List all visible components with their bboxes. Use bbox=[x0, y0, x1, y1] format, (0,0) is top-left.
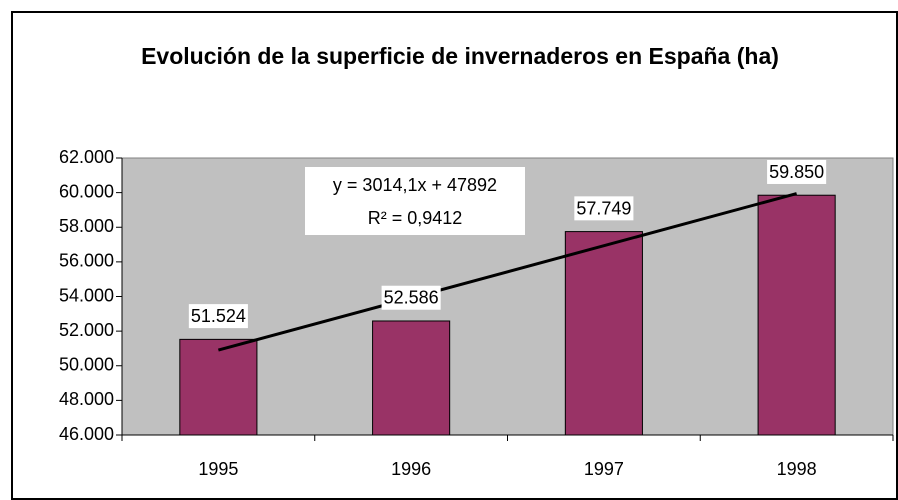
equation: y = 3014,1x + 47892 bbox=[333, 175, 497, 195]
value-label: 59.850 bbox=[769, 162, 824, 182]
y-tick-label: 62.000 bbox=[59, 147, 114, 167]
y-tick-label: 52.000 bbox=[59, 320, 114, 340]
bar bbox=[179, 338, 258, 436]
y-tick-label: 58.000 bbox=[59, 216, 114, 236]
bar bbox=[372, 320, 451, 436]
equation-bg bbox=[305, 167, 525, 235]
y-tick-label: 56.000 bbox=[59, 251, 114, 271]
y-tick-label: 54.000 bbox=[59, 285, 114, 305]
bar bbox=[757, 194, 836, 436]
value-label-bg bbox=[767, 159, 827, 184]
value-label-bg bbox=[381, 285, 441, 310]
y-tick-label: 48.000 bbox=[59, 389, 114, 409]
x-tick-label: 1996 bbox=[391, 459, 431, 479]
bar bbox=[564, 231, 643, 436]
value-label-bg bbox=[188, 304, 248, 329]
trendline bbox=[217, 192, 798, 352]
r2-label: R² = 0,9412 bbox=[368, 208, 463, 228]
value-label-bg bbox=[574, 196, 634, 221]
y-tick-label: 46.000 bbox=[59, 424, 114, 444]
value-label: 51.524 bbox=[191, 306, 246, 326]
value-label: 57.749 bbox=[576, 198, 631, 218]
y-tick-label: 50.000 bbox=[59, 355, 114, 375]
y-tick-label: 60.000 bbox=[59, 181, 114, 201]
value-label: 52.586 bbox=[384, 288, 439, 308]
x-tick-label: 1998 bbox=[777, 459, 817, 479]
chart-title: Evolución de la superficie de invernader… bbox=[141, 43, 779, 69]
x-tick-label: 1995 bbox=[198, 459, 238, 479]
x-tick-label: 1997 bbox=[584, 459, 624, 479]
